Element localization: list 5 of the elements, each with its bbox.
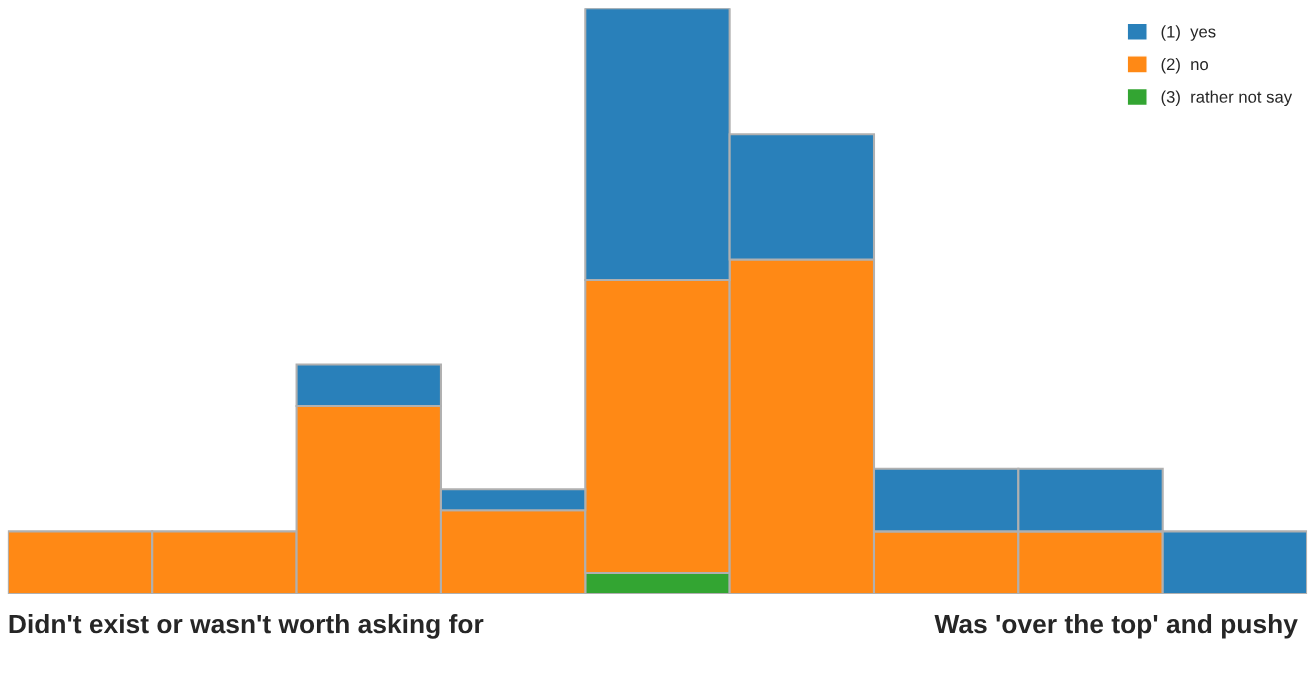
text: Didn't exist or wasn't worth asking for xyxy=(9,613,484,639)
legend-label: (3) rather not say xyxy=(1161,90,1293,107)
legend-label: (2) no xyxy=(1161,57,1209,74)
legend-label: (1) yes xyxy=(1161,25,1216,41)
text: Was 'over the top' and pushy xyxy=(934,613,1298,639)
